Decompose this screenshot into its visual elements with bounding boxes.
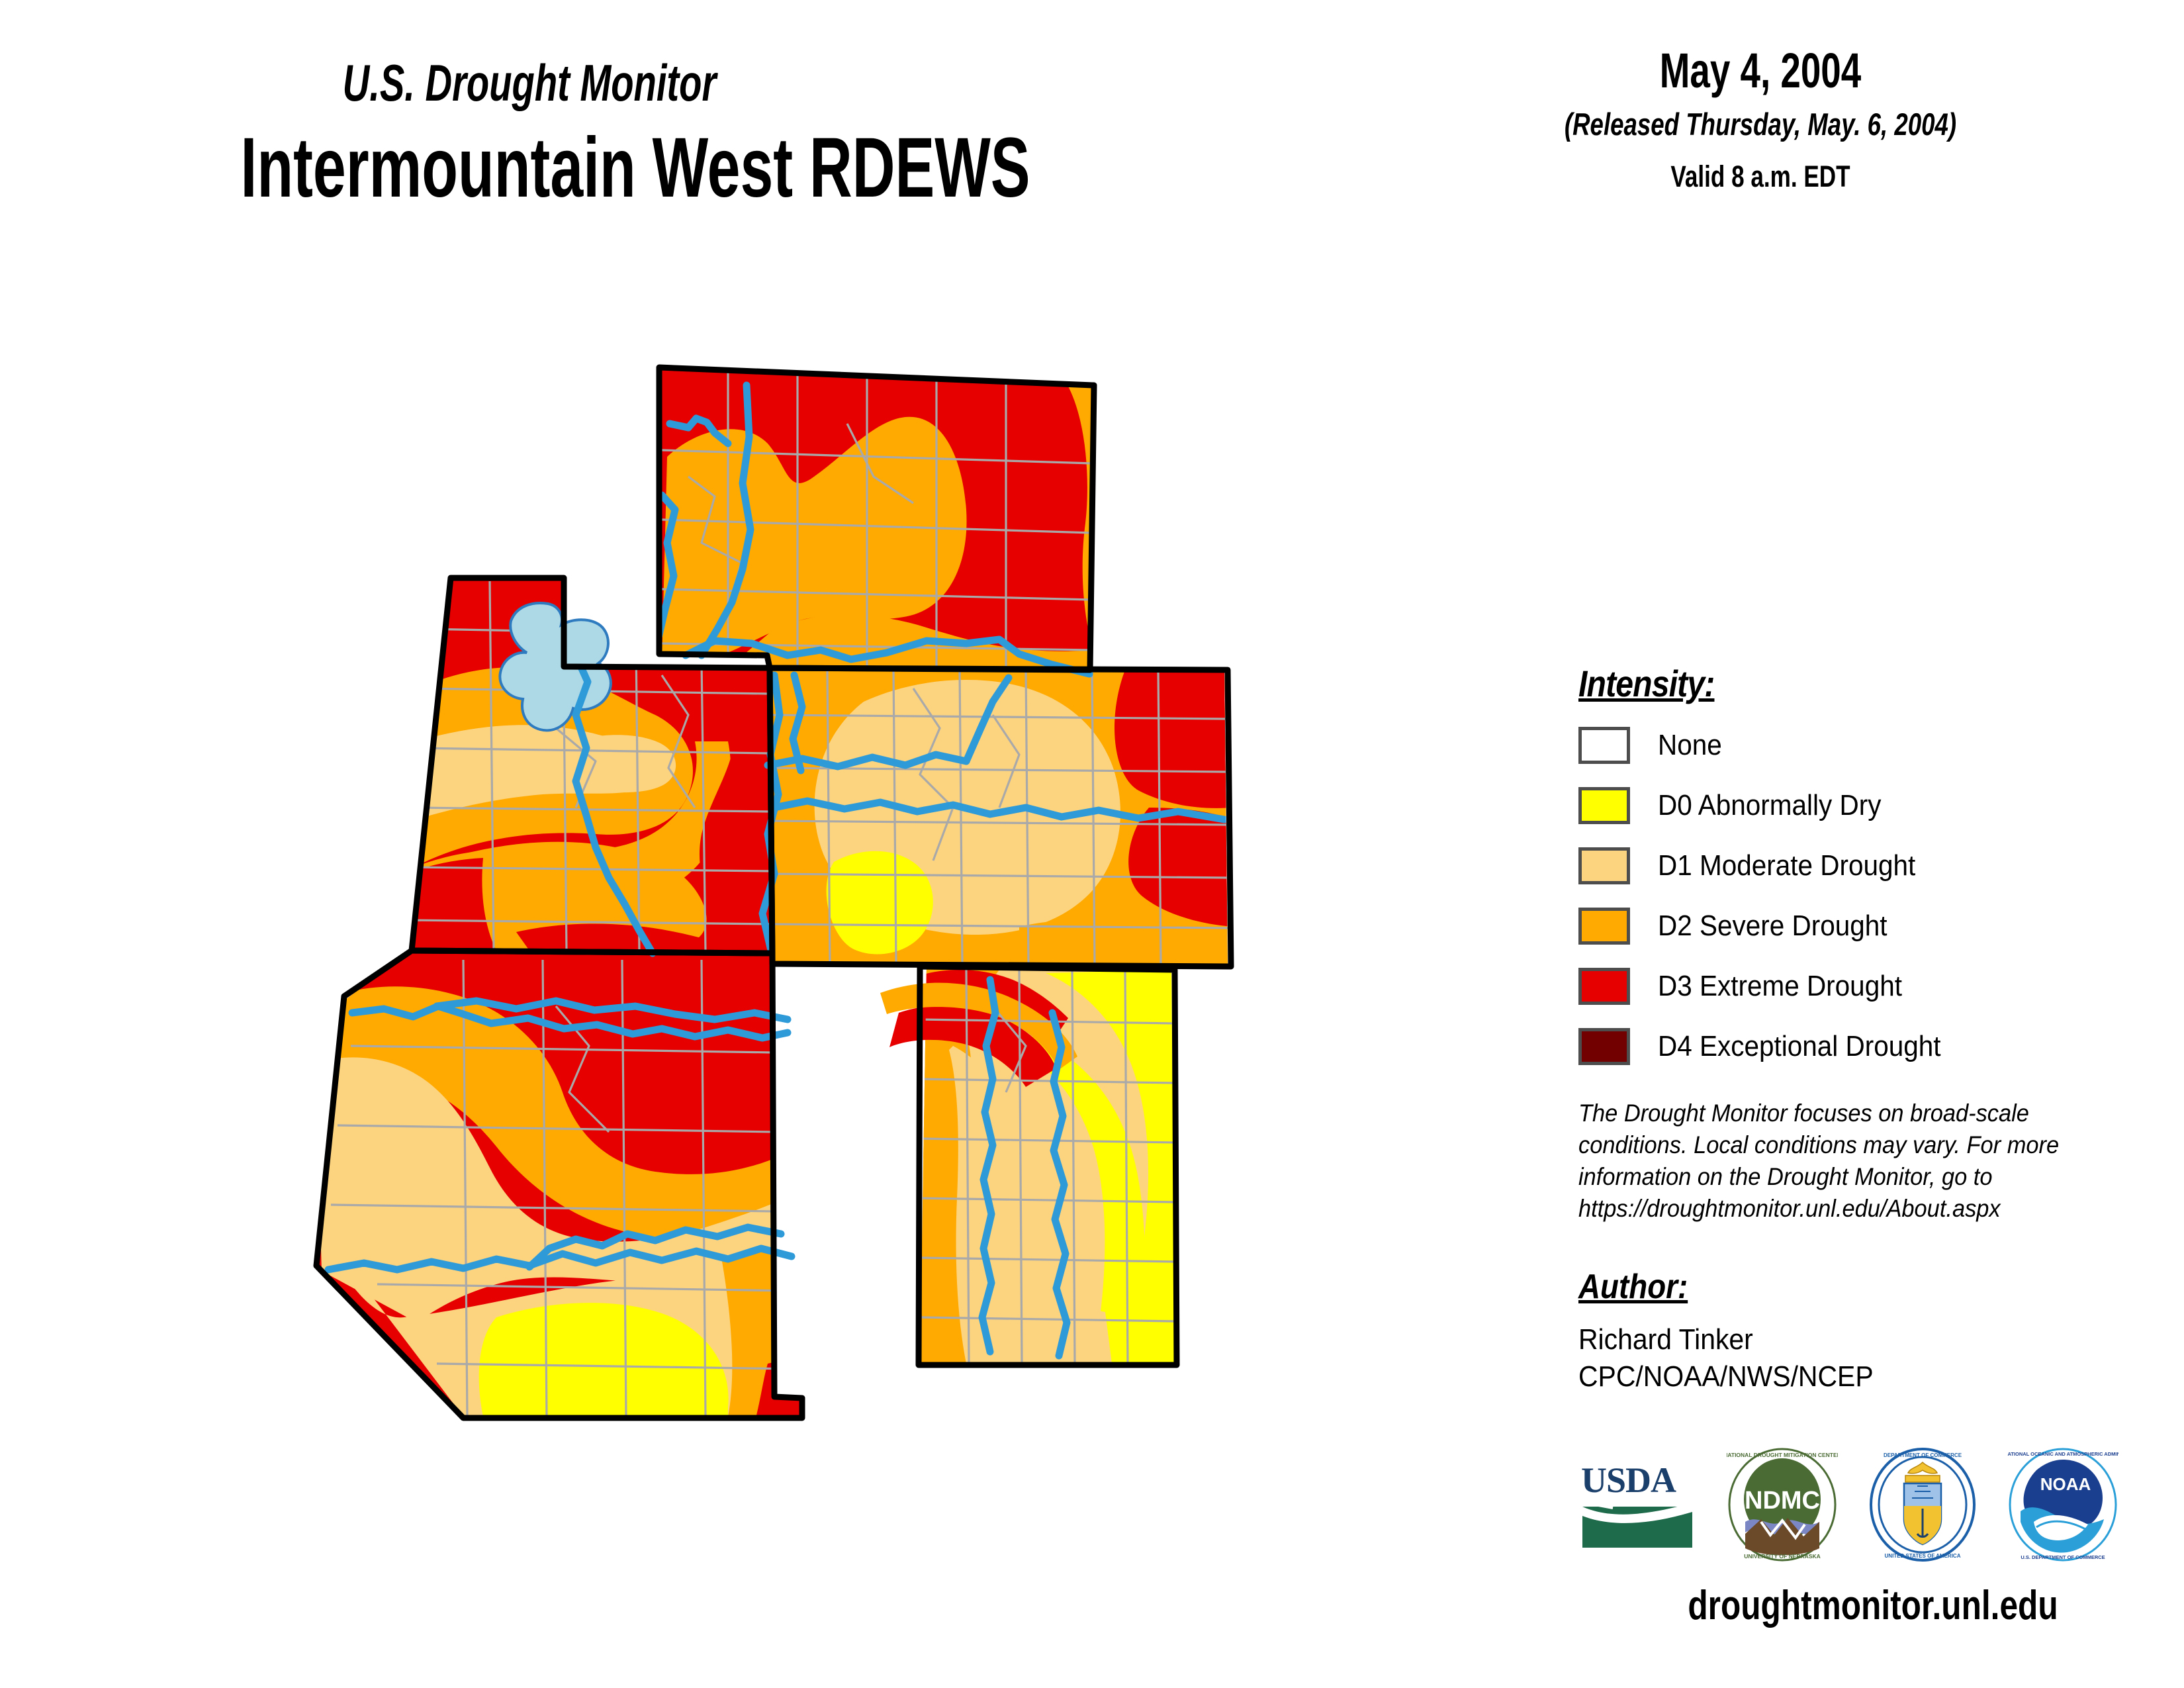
state-montana xyxy=(659,367,1094,670)
svg-text:U.S. DEPARTMENT OF COMMERCE: U.S. DEPARTMENT OF COMMERCE xyxy=(2021,1554,2105,1560)
legend-label-d3: D3 Extreme Drought xyxy=(1658,970,1902,1002)
legend-swatch-d0 xyxy=(1578,787,1630,824)
legend-swatch-d3 xyxy=(1578,968,1630,1005)
usda-logo[interactable]: USDA xyxy=(1578,1455,1696,1558)
legend-label-d0: D0 Abnormally Dry xyxy=(1658,789,1882,821)
legend-swatch-d4 xyxy=(1578,1028,1630,1065)
legend-label-none: None xyxy=(1658,729,1722,761)
footer-url[interactable]: droughtmonitor.unl.edu xyxy=(1688,1583,2058,1628)
svg-text:NATIONAL OCEANIC AND ATMOSPHER: NATIONAL OCEANIC AND ATMOSPHERIC ADMIN. xyxy=(2007,1451,2118,1457)
author-details: Richard Tinker CPC/NOAA/NWS/NCEP xyxy=(1578,1321,2120,1395)
partner-logos: USDA NDMC NATIONAL DROUGHT MITIGATION CE… xyxy=(1578,1433,2174,1579)
legend-swatch-d2 xyxy=(1578,908,1630,945)
legend-item-d1[interactable]: D1 Moderate Drought xyxy=(1578,843,2161,889)
svg-text:NATIONAL DROUGHT MITIGATION CE: NATIONAL DROUGHT MITIGATION CENTER xyxy=(1727,1452,1838,1458)
legend-item-d4[interactable]: D4 Exceptional Drought xyxy=(1578,1023,2161,1070)
legend-label-d1: D1 Moderate Drought xyxy=(1658,849,1916,882)
author-heading: Author: xyxy=(1578,1268,1688,1307)
svg-text:DEPARTMENT OF COMMERCE: DEPARTMENT OF COMMERCE xyxy=(1884,1452,1962,1458)
svg-text:USDA: USDA xyxy=(1581,1460,1676,1500)
noaa-logo[interactable]: NOAA NATIONAL OCEANIC AND ATMOSPHERIC AD… xyxy=(2004,1448,2122,1565)
author-affiliation: CPC/NOAA/NWS/NCEP xyxy=(1578,1360,1874,1393)
legend-item-d3[interactable]: D3 Extreme Drought xyxy=(1578,963,2161,1009)
legend-item-d2[interactable]: D2 Severe Drought xyxy=(1578,903,2161,949)
legend-panel: Intensity: None D0 Abnormally Dry D1 Mod… xyxy=(1578,662,2161,1395)
drought-map[interactable] xyxy=(265,344,1350,1602)
state-arizona xyxy=(318,951,801,1417)
doc-seal-logo[interactable]: DEPARTMENT OF COMMERCE UNITED STATES OF … xyxy=(1868,1447,1977,1565)
legend-item-none[interactable]: None xyxy=(1578,722,2161,769)
page-subtitle: U.S. Drought Monitor xyxy=(342,54,717,112)
legend-label-d4: D4 Exceptional Drought xyxy=(1658,1030,1941,1062)
state-boundaries xyxy=(313,364,1234,1421)
drought-map-svg[interactable] xyxy=(265,344,1350,1602)
cross-state-drought-features xyxy=(880,982,1077,1087)
author-name: Richard Tinker xyxy=(1578,1323,1753,1356)
disclaimer-text: The Drought Monitor focuses on broad-sca… xyxy=(1578,1100,2060,1223)
page-title: Intermountain West RDEWS xyxy=(240,120,1030,215)
svg-text:UNITED STATES OF AMERICA: UNITED STATES OF AMERICA xyxy=(1885,1553,1961,1559)
date-block: May 4, 2004 (Released Thursday, May. 6, … xyxy=(1403,46,2118,194)
legend-heading: Intensity: xyxy=(1578,663,1715,704)
ndmc-logo[interactable]: NDMC NATIONAL DROUGHT MITIGATION CENTER … xyxy=(1723,1448,1841,1565)
release-date: (Released Thursday, May. 6, 2004) xyxy=(1564,107,1957,142)
svg-text:UNIVERSITY OF NEBRASKA: UNIVERSITY OF NEBRASKA xyxy=(1744,1553,1821,1560)
legend-label-d2: D2 Severe Drought xyxy=(1658,910,1888,942)
legend-swatch-d1 xyxy=(1578,847,1630,884)
valid-time: Valid 8 a.m. EDT xyxy=(1670,160,1850,193)
header: U.S. Drought Monitor Intermountain West … xyxy=(0,0,1390,252)
map-date: May 4, 2004 xyxy=(1659,43,1862,98)
rivers xyxy=(324,381,1228,1360)
legend-item-d0[interactable]: D0 Abnormally Dry xyxy=(1578,782,2161,829)
svg-text:NDMC: NDMC xyxy=(1745,1487,1820,1515)
svg-text:NOAA: NOAA xyxy=(2040,1474,2091,1494)
legend-swatch-none xyxy=(1578,727,1630,764)
